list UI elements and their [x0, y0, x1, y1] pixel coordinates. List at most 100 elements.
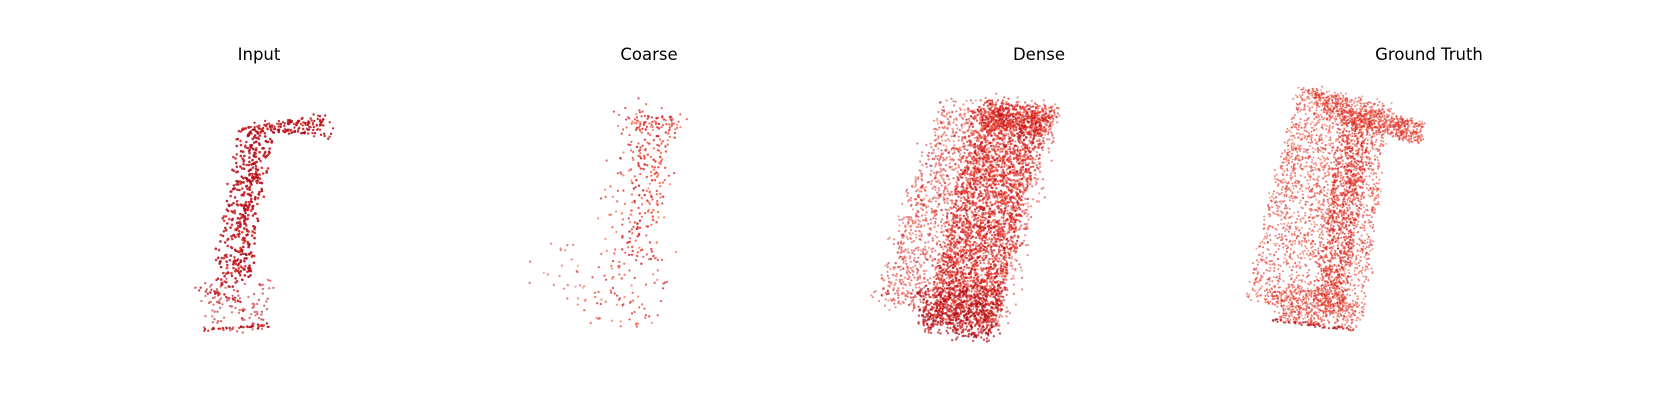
point — [1018, 244, 1021, 248]
point — [984, 237, 988, 240]
point — [968, 273, 971, 276]
point — [645, 103, 648, 106]
point — [915, 267, 918, 270]
point — [996, 134, 999, 138]
point — [907, 274, 910, 277]
point — [979, 246, 983, 249]
point — [995, 187, 998, 190]
point — [953, 149, 956, 152]
point — [990, 147, 993, 150]
point — [948, 208, 951, 211]
point — [944, 182, 947, 185]
point — [246, 233, 249, 236]
point — [883, 304, 886, 307]
point — [972, 162, 975, 165]
point — [652, 147, 656, 150]
point — [893, 302, 896, 305]
point — [642, 255, 645, 258]
point — [577, 297, 580, 300]
point — [234, 281, 237, 284]
point — [975, 139, 979, 142]
point — [920, 224, 923, 227]
point — [922, 184, 925, 187]
point — [655, 202, 659, 205]
point — [962, 248, 965, 251]
point — [960, 196, 963, 200]
point — [931, 237, 934, 240]
point — [899, 268, 902, 272]
point — [1021, 183, 1024, 187]
point — [918, 220, 921, 223]
point — [894, 306, 897, 309]
point — [938, 240, 941, 243]
point — [268, 287, 271, 290]
point — [961, 136, 964, 139]
point — [1017, 218, 1020, 222]
point — [581, 286, 584, 289]
point — [945, 148, 948, 151]
point — [948, 307, 951, 310]
point — [995, 225, 998, 228]
point — [957, 158, 960, 161]
point — [894, 282, 897, 285]
point — [637, 233, 641, 236]
point — [935, 230, 938, 233]
point — [953, 230, 956, 234]
point — [989, 144, 993, 148]
point — [653, 179, 657, 182]
point — [981, 221, 984, 225]
point — [664, 145, 667, 148]
point — [549, 242, 552, 245]
point — [638, 194, 641, 197]
point — [959, 168, 963, 172]
point — [262, 126, 265, 130]
point — [1015, 250, 1018, 253]
point — [235, 165, 239, 168]
point — [231, 285, 234, 288]
point — [914, 198, 917, 201]
point — [889, 283, 892, 286]
point — [937, 196, 940, 199]
point — [988, 309, 992, 313]
point — [946, 212, 949, 215]
point — [937, 275, 940, 278]
point — [940, 169, 943, 172]
point — [1016, 239, 1019, 243]
point — [967, 111, 970, 114]
point — [1016, 96, 1019, 99]
point — [959, 112, 962, 116]
point — [610, 267, 613, 270]
point — [1006, 209, 1009, 212]
point — [932, 171, 935, 174]
point — [986, 291, 989, 294]
point — [963, 151, 966, 155]
point — [245, 140, 248, 144]
point — [256, 219, 260, 223]
point — [249, 145, 252, 149]
point — [566, 297, 569, 300]
point — [324, 114, 327, 117]
point — [1015, 229, 1018, 232]
point — [233, 248, 237, 252]
point — [923, 256, 927, 259]
point — [969, 160, 972, 164]
point — [672, 122, 676, 125]
point — [258, 124, 261, 127]
point — [240, 278, 244, 282]
point — [942, 133, 945, 136]
point — [616, 294, 619, 297]
point — [651, 128, 654, 132]
point — [951, 207, 954, 210]
point — [911, 232, 914, 235]
point — [979, 116, 982, 119]
point — [250, 313, 253, 316]
point — [901, 202, 904, 205]
point — [611, 286, 614, 290]
point — [1003, 137, 1006, 140]
point — [1012, 171, 1015, 175]
point — [230, 271, 233, 275]
point — [969, 279, 972, 282]
point — [227, 217, 231, 221]
point — [997, 145, 1001, 148]
point — [934, 268, 937, 271]
